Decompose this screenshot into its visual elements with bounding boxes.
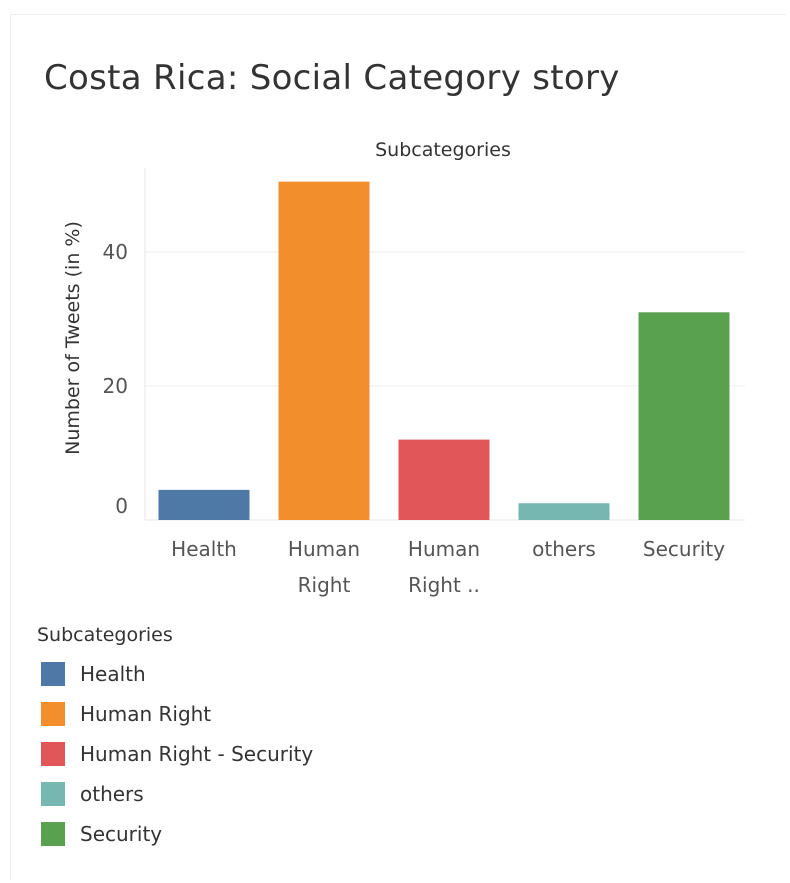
y-tick-label: 0 — [115, 494, 128, 518]
legend-swatch — [41, 822, 65, 846]
legend-label: others — [80, 782, 144, 806]
bar-human-right-security — [398, 439, 490, 520]
legend-label: Human Right — [80, 702, 212, 726]
legend-item[interactable]: Human Right - Security — [37, 734, 313, 774]
x-tick-label: Health — [171, 537, 237, 561]
bar-others — [518, 503, 610, 520]
bar-human-right — [278, 181, 370, 520]
legend-item[interactable]: Security — [37, 814, 313, 854]
legend: Subcategories Health Human Right Human Rig… — [37, 624, 313, 854]
bar-chart: Subcategories 0 20 40 Number of Tweets (in %… — [62, 139, 745, 597]
legend-item[interactable]: Health — [37, 654, 313, 694]
legend-label: Health — [80, 662, 146, 686]
legend-swatch — [41, 742, 65, 766]
y-tick-label: 20 — [103, 374, 128, 398]
legend-swatch — [41, 662, 65, 686]
x-tick-label: Security — [643, 537, 725, 561]
bar-health — [158, 489, 250, 520]
chart-frame — [10, 14, 786, 880]
x-tick-label: Right .. — [408, 573, 480, 597]
legend-items: Health Human Right Human Right - Security o… — [37, 654, 313, 854]
x-tick-label: Human — [408, 537, 480, 561]
y-tick-label: 40 — [103, 240, 128, 264]
legend-swatch — [41, 702, 65, 726]
legend-label: Human Right - Security — [80, 742, 314, 766]
legend-swatch — [41, 782, 65, 806]
x-tick-label: Right — [298, 573, 351, 597]
legend-item[interactable]: Human Right — [37, 694, 313, 734]
x-tick-label: others — [532, 537, 596, 561]
y-axis-label: Number of Tweets (in %) — [62, 221, 84, 455]
bar-security — [638, 312, 730, 520]
legend-item[interactable]: others — [37, 774, 313, 814]
page-title: Costa Rica: Social Category story — [44, 58, 620, 98]
legend-label: Security — [80, 822, 163, 846]
chart-heading: Subcategories — [375, 139, 511, 161]
legend-title: Subcategories — [37, 624, 173, 646]
x-tick-label: Human — [288, 537, 360, 561]
